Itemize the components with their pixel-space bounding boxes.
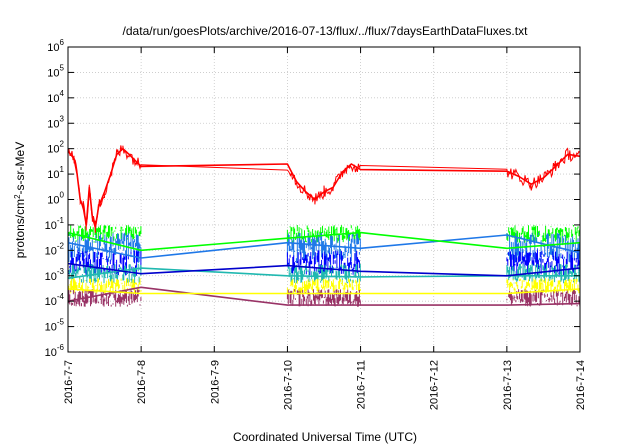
series-line [67,234,581,259]
y-tick-exponent: 4 [60,89,65,98]
y-tick-label: 104 [47,89,64,105]
y-axis: 10-610-510-410-310-210-11001011021031041… [45,38,580,359]
y-axis-label-prefix: protons/cm [13,199,27,258]
y-tick-label: 10-1 [45,216,65,232]
x-tick-label: 2016-7-9 [209,360,221,404]
y-tick-base: 10 [47,195,59,207]
y-tick-base: 10 [47,93,59,105]
y-tick-exponent: 5 [60,63,65,72]
x-tick-label: 2016-7-14 [575,360,587,410]
x-tick-label: 2016-7-10 [282,360,294,410]
series-line [67,286,581,306]
series-line [67,262,581,277]
y-axis-label-sup: 2 [13,194,22,199]
y-tick-exponent: 6 [60,38,65,47]
y-axis-label-suffix: -s-sr-MeV [13,142,27,195]
y-tick-base: 10 [45,245,57,257]
y-tick-base: 10 [47,169,59,181]
y-tick-base: 10 [47,67,59,79]
y-axis-label: protons/cm2-s-sr-MeV [13,142,28,258]
x-tick-label: 2016-7-7 [63,360,75,404]
y-tick-base: 10 [45,271,57,283]
y-tick-label: 105 [47,63,64,79]
y-tick-label: 10-6 [45,343,65,359]
y-tick-exponent: -4 [57,292,65,301]
y-tick-label: 102 [47,140,64,156]
series-lines [67,145,581,306]
y-tick-label: 10-4 [45,292,65,308]
x-tick-label: 2016-7-12 [429,360,441,410]
x-tick-label: 2016-7-8 [136,360,148,404]
y-tick-exponent: -6 [57,343,65,352]
y-tick-base: 10 [45,296,57,308]
y-tick-exponent: -1 [57,216,65,225]
series-line [67,231,581,252]
y-tick-base: 10 [47,144,59,156]
y-tick-exponent: 2 [60,140,65,149]
y-tick-base: 10 [47,118,59,130]
y-tick-base: 10 [45,220,57,232]
chart-title: /data/run/goesPlots/archive/2016-07-13/f… [123,24,529,38]
x-tick-label: 2016-7-13 [502,360,514,410]
noise-band [286,278,361,294]
y-tick-exponent: 3 [60,114,65,123]
y-tick-exponent: -2 [57,241,65,250]
y-tick-label: 103 [47,114,64,130]
y-tick-label: 100 [47,191,64,207]
series-line [67,288,581,295]
x-axis-label: Coordinated Universal Time (UTC) [233,430,417,444]
y-tick-base: 10 [45,322,57,334]
y-tick-exponent: -3 [57,267,65,276]
y-tick-label: 106 [47,38,64,54]
y-tick-base: 10 [45,347,57,359]
series-line-detail [67,145,581,233]
x-axis: 2016-7-7 2016-7-8 2016-7-9 2016-7-10 2016-7-… [63,47,587,410]
y-tick-base: 10 [47,42,59,54]
y-tick-exponent: 1 [60,165,65,174]
series-line [67,267,580,279]
y-tick-label: 101 [47,165,64,181]
y-tick-exponent: -5 [57,318,65,327]
y-tick-label: 10-5 [45,318,65,334]
y-tick-label: 10-3 [45,267,65,283]
y-tick-exponent: 0 [60,191,65,200]
y-tick-label: 10-2 [45,241,65,257]
x-tick-label: 2016-7-11 [356,360,368,409]
